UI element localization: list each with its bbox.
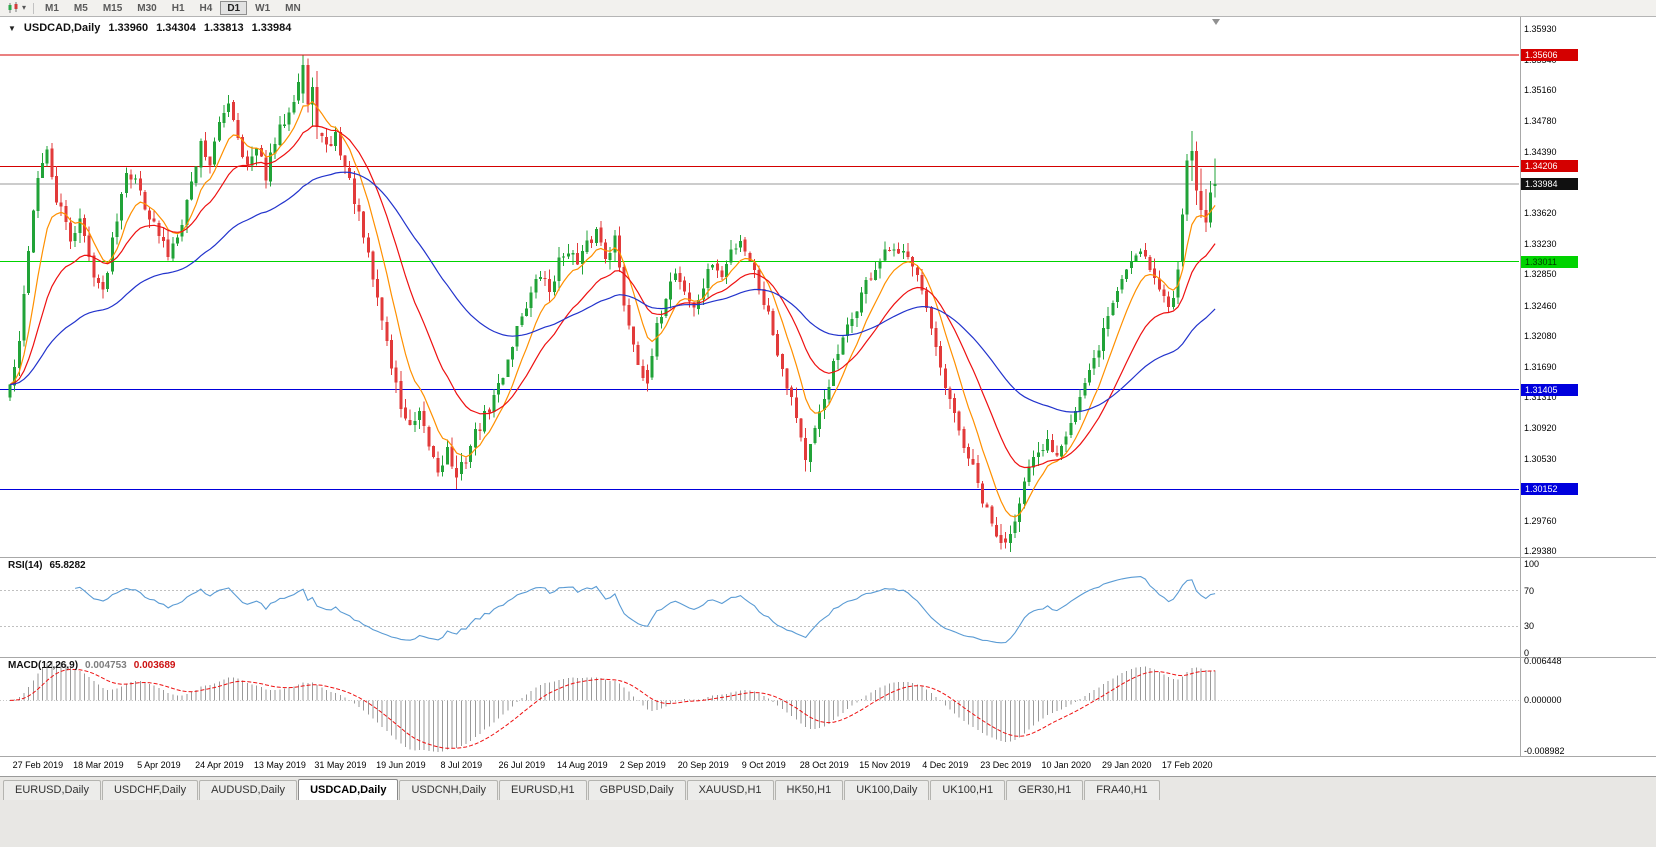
timeframe-button-h1[interactable]: H1 bbox=[171, 3, 185, 14]
macd-histogram bbox=[9, 661, 1216, 752]
chart-tab-usdchf-daily[interactable]: USDCHF,Daily bbox=[101, 780, 199, 800]
timeframe-button-d1[interactable]: D1 bbox=[220, 1, 248, 15]
ema-20-line bbox=[9, 125, 1216, 469]
chart-tab-gbpusd-daily[interactable]: GBPUSD,Daily bbox=[587, 780, 686, 800]
timeframe-toolbar: ▾ M1 M5 M15 M30 H1 H4 D1 W1 MN bbox=[0, 0, 1656, 17]
chart-tab-uk100-h1[interactable]: UK100,H1 bbox=[930, 780, 1006, 800]
ema-55-line bbox=[9, 171, 1216, 413]
timeframe-buttons: M1 M5 M15 M30 H1 H4 D1 W1 MN bbox=[38, 1, 308, 15]
candlestick-glyph-icon bbox=[8, 2, 18, 13]
dropdown-caret-icon: ▾ bbox=[22, 3, 27, 12]
timeframe-button-mn[interactable]: MN bbox=[285, 3, 301, 14]
timeframe-button-w1[interactable]: W1 bbox=[255, 3, 271, 14]
chart-type-icon[interactable]: ▾ bbox=[3, 1, 29, 16]
chart-tab-ger30-h1[interactable]: GER30,H1 bbox=[1006, 780, 1084, 800]
chart-tab-audusd-daily[interactable]: AUDUSD,Daily bbox=[199, 780, 298, 800]
chart-tabs: EURUSD,Daily USDCHF,Daily AUDUSD,Daily USDC… bbox=[3, 779, 1656, 800]
toolbar-separator bbox=[33, 2, 35, 14]
chart-tab-hk50-h1[interactable]: HK50,H1 bbox=[774, 780, 844, 800]
chart-tab-fra40-h1[interactable]: FRA40,H1 bbox=[1084, 780, 1160, 800]
timeframe-button-m15[interactable]: M15 bbox=[102, 3, 123, 14]
rsi-line bbox=[74, 576, 1216, 644]
chart-tab-uk100-daily[interactable]: UK100,Daily bbox=[844, 780, 930, 800]
timeframe-button-m1[interactable]: M1 bbox=[45, 3, 59, 14]
chart-tab-bar: EURUSD,Daily USDCHF,Daily AUDUSD,Daily USDC… bbox=[0, 776, 1656, 847]
chart-tab-usdcad-daily[interactable]: USDCAD,Daily bbox=[298, 779, 399, 800]
chart-tab-usdcnh-daily[interactable]: USDCNH,Daily bbox=[399, 780, 499, 800]
macd-signal-line bbox=[9, 668, 1216, 749]
candles-layer bbox=[8, 55, 1217, 553]
timeframe-button-m5[interactable]: M5 bbox=[73, 3, 88, 14]
chart-tab-eurusd-h1[interactable]: EURUSD,H1 bbox=[499, 780, 587, 800]
ema-8-line bbox=[9, 100, 1216, 518]
timeframe-button-h4[interactable]: H4 bbox=[199, 3, 213, 14]
chart-shift-marker-icon[interactable] bbox=[1212, 19, 1220, 25]
chart-tab-xauusd-h1[interactable]: XAUUSD,H1 bbox=[686, 780, 774, 800]
horizontal-lines-layer[interactable] bbox=[0, 54, 1519, 490]
timeframe-button-m30[interactable]: M30 bbox=[137, 3, 157, 14]
chart-tab-eurusd-daily[interactable]: EURUSD,Daily bbox=[3, 780, 101, 800]
